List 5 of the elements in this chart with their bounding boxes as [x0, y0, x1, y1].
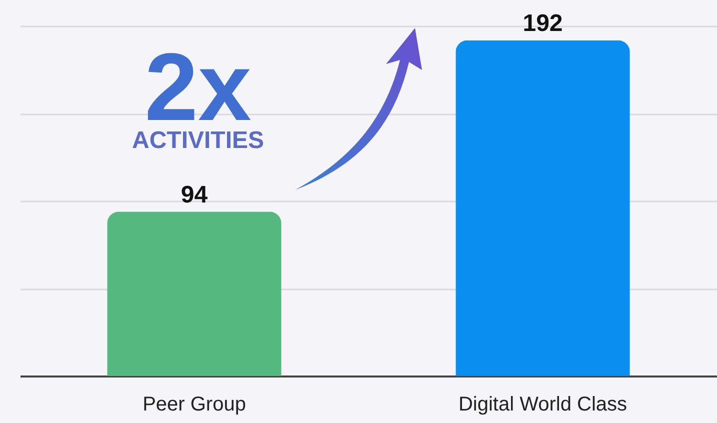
data-label: 192: [522, 10, 563, 38]
x-tick-label: Digital World Class: [458, 394, 628, 416]
data-label: 94: [180, 182, 208, 209]
annotation: ACTIVITIES: [132, 127, 264, 154]
x-tick-label: Peer Group: [142, 394, 246, 416]
